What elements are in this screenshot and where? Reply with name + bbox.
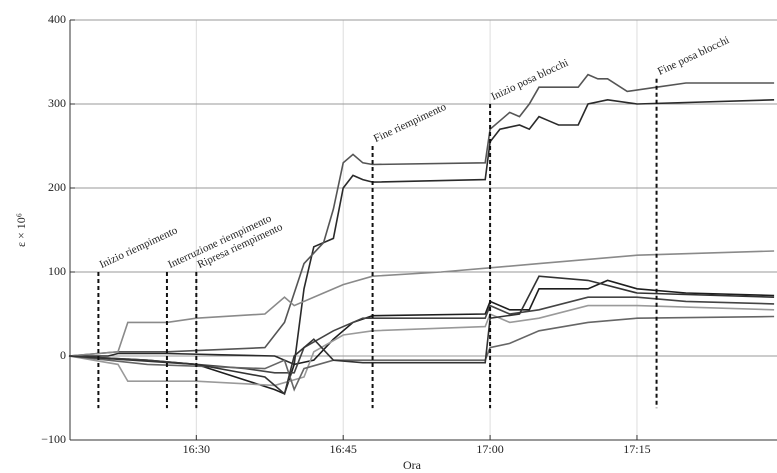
y-tick-label: 300	[48, 96, 66, 110]
series-line	[68, 250, 775, 357]
series-line	[68, 73, 775, 357]
annotation-label: Inizio posa blocchi	[489, 57, 570, 103]
x-tick-label: 16:45	[330, 442, 357, 456]
y-tick-label: −100	[41, 432, 66, 446]
y-tick-label: 0	[60, 348, 66, 362]
y-tick-label: 100	[48, 264, 66, 278]
annotation-label: Fine riempimento	[372, 101, 449, 145]
series-line	[68, 279, 775, 395]
x-tick-label: 17:00	[476, 442, 503, 456]
y-tick-label: 400	[48, 12, 66, 26]
y-tick-label: 200	[48, 180, 66, 194]
series-line	[68, 275, 775, 396]
series-line	[69, 98, 775, 366]
series-line	[68, 315, 775, 392]
annotation-label: Fine posa blocchi	[656, 34, 731, 78]
x-axis-label: Ora	[403, 458, 422, 472]
y-axis-label: ε × 10⁶	[14, 213, 28, 247]
series-line	[68, 296, 775, 374]
x-tick-label: 17:15	[623, 442, 650, 456]
series-line	[68, 304, 775, 387]
x-tick-label: 16:30	[183, 442, 210, 456]
